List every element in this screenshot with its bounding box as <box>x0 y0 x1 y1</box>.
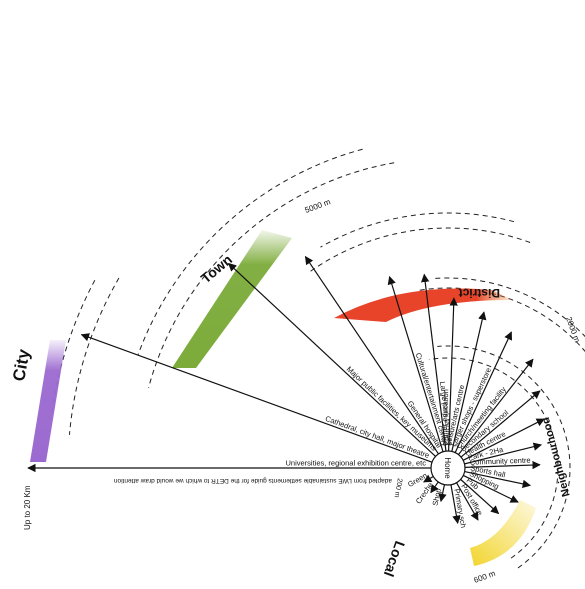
spoke-arrow <box>455 482 479 521</box>
source-note: adapted from LWE sustainable settlements… <box>114 477 392 484</box>
spoke-arrow <box>451 311 487 452</box>
local-note: 200 m <box>393 478 403 499</box>
range-arc <box>148 162 395 388</box>
city-note: Up to 20 Km <box>23 485 32 530</box>
city-band <box>30 340 66 462</box>
range-arc <box>310 227 531 272</box>
home-label: Home <box>443 457 452 479</box>
district-band <box>334 288 512 322</box>
range-arcs <box>51 148 585 569</box>
neighbourhood-band <box>470 500 536 566</box>
range-arc <box>68 277 120 435</box>
spoke-arrow <box>304 255 439 455</box>
range-arc <box>437 345 571 569</box>
spoke-arrow <box>447 297 458 452</box>
spoke-arrow <box>454 331 513 453</box>
spoke-arrow <box>460 478 500 515</box>
spoke-arrow <box>464 442 542 465</box>
spoke-arrow <box>80 333 433 463</box>
spoke-arrow <box>423 474 434 483</box>
spoke-arrow <box>227 262 436 457</box>
neighbourhood-title: Neighbourhood <box>540 416 573 498</box>
bands-layer <box>30 230 536 566</box>
town-band <box>172 230 292 368</box>
district-title: District <box>459 286 500 300</box>
spoke-arrow <box>463 474 519 503</box>
spoke-arrow <box>450 484 461 524</box>
spoke-arrow <box>420 273 447 452</box>
range-arc <box>320 212 515 248</box>
town-note: 5000 m <box>304 197 332 215</box>
district-note: 2000 m <box>564 316 582 344</box>
range-arc <box>137 148 363 356</box>
spoke-label: Higher education <box>439 389 450 446</box>
home-hub <box>430 450 466 486</box>
local-title: Local <box>381 539 409 579</box>
spoke-label: Community centre <box>470 456 531 467</box>
spoke-arrow <box>457 358 534 455</box>
city-title: City <box>9 347 33 382</box>
spoke-arrow <box>464 460 541 470</box>
spoke-arrow <box>464 470 531 489</box>
range-arc <box>416 287 585 353</box>
range-arc <box>431 277 585 338</box>
spoke-arrow <box>462 418 545 461</box>
spoke-arrow <box>387 275 444 452</box>
spoke-arrow <box>430 481 439 494</box>
spoke-arrow <box>438 484 447 503</box>
neighbourhood-note: 600 m <box>473 569 497 585</box>
spoke-arrow <box>460 390 541 458</box>
spoke-label: Universities, regional exhibition centre… <box>286 459 427 468</box>
